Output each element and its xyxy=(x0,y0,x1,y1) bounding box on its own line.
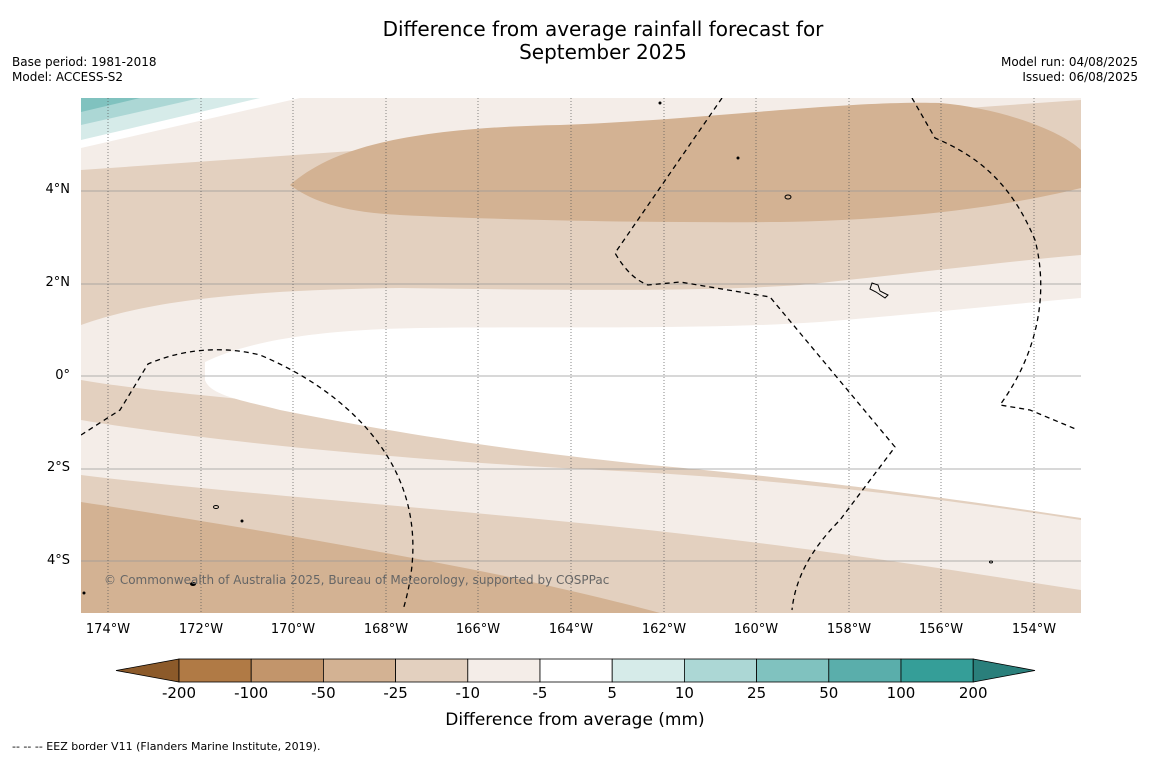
lon-label-174w: 174°W xyxy=(85,622,131,637)
lon-gridlines xyxy=(107,98,1035,613)
colorbar-box xyxy=(756,658,830,683)
issued-date: Issued: 06/08/2025 xyxy=(1022,70,1138,84)
lon-label-172w: 172°W xyxy=(178,622,224,637)
copyright-notice: © Commonwealth of Australia 2025, Bureau… xyxy=(104,573,610,587)
title-line-2: September 2025 xyxy=(519,40,687,64)
islands xyxy=(82,101,993,595)
colorbar-box xyxy=(178,658,252,683)
base-period: Base period: 1981-2018 xyxy=(12,55,157,69)
colorbar-box xyxy=(322,658,396,683)
colorbar-tick-label: 25 xyxy=(747,684,767,702)
colorbar-box xyxy=(467,658,541,683)
colorbar-extend-high xyxy=(972,658,1036,683)
lat-gridlines xyxy=(81,190,1081,562)
lat-label-0: 0° xyxy=(55,368,70,383)
lat-label-4n: 4°N xyxy=(45,182,71,197)
colorbar-box xyxy=(611,658,685,683)
colorbar-tick-label: 10 xyxy=(674,684,694,702)
colorbar-label: Difference from average (mm) xyxy=(445,710,705,730)
lon-label-162w: 162°W xyxy=(641,622,687,637)
meta-left: Base period: 1981-2018 Model: ACCESS-S2 xyxy=(12,55,157,85)
colorbar-box xyxy=(684,658,758,683)
colorbar-tick-label: -50 xyxy=(311,684,336,702)
colorbar-tick-label: 5 xyxy=(607,684,617,702)
lon-label-154w: 154°W xyxy=(1011,622,1057,637)
lon-label-158w: 158°W xyxy=(826,622,872,637)
contour-lower-light xyxy=(81,420,1081,590)
eez-borders xyxy=(81,98,1079,611)
title-line-1: Difference from average rainfall forecas… xyxy=(382,17,824,41)
lon-label-164w: 164°W xyxy=(548,622,594,637)
colorbar-tick-label: -25 xyxy=(383,684,408,702)
lat-label-2n: 2°N xyxy=(45,275,71,290)
contour-lower-dry xyxy=(81,502,660,613)
colorbar-box xyxy=(250,658,324,683)
lon-label-156w: 156°W xyxy=(918,622,964,637)
contour-upper-dry xyxy=(290,102,1081,223)
colorbar-box xyxy=(828,658,902,683)
colorbar-tick-label: -100 xyxy=(234,684,269,702)
colorbar-tick-label: 50 xyxy=(819,684,839,702)
lon-label-166w: 166°W xyxy=(455,622,501,637)
lat-label-4s: 4°S xyxy=(46,553,70,568)
model-run: Model run: 04/08/2025 xyxy=(1000,55,1138,69)
lon-label-168w: 168°W xyxy=(363,622,409,637)
contour-near-normal xyxy=(205,298,1081,518)
colorbar xyxy=(115,658,1036,683)
lon-label-170w: 170°W xyxy=(270,622,316,637)
model-name: Model: ACCESS-S2 xyxy=(12,70,124,84)
colorbar-tick-label: 100 xyxy=(886,684,916,702)
lat-label-2s: 2°S xyxy=(46,460,70,475)
eez-footnote: -- -- -- EEZ border V11 (Flanders Marine… xyxy=(12,740,321,753)
colorbar-tick-label: -10 xyxy=(455,684,481,702)
map-title: Difference from average rainfall forecas… xyxy=(0,18,1150,64)
colorbar-extend-low xyxy=(115,658,180,683)
colorbar-tick-label: 200 xyxy=(958,684,988,702)
colorbar-box xyxy=(539,658,613,683)
colorbar-box xyxy=(900,658,974,683)
meta-right: Model run: 04/08/2025 Issued: 06/08/2025 xyxy=(1001,55,1138,85)
colorbar-tick-label: -5 xyxy=(532,684,548,702)
rainfall-contours xyxy=(81,98,1081,613)
contour-teal-3 xyxy=(81,98,140,112)
lon-label-160w: 160°W xyxy=(733,622,779,637)
colorbar-tick-label: -200 xyxy=(161,684,197,702)
colorbar-box xyxy=(395,658,469,683)
